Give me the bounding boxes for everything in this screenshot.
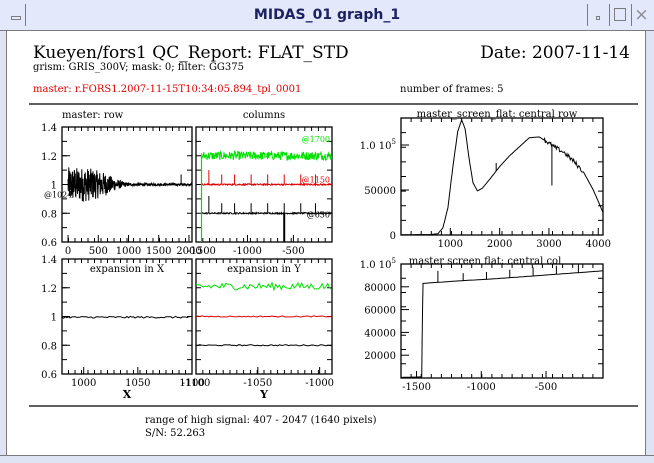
x-tick-label: 2000 <box>487 239 512 250</box>
chart-title: master screen flat: central col <box>409 256 562 267</box>
series-line-1700 <box>195 281 332 292</box>
chart-title: expansion in X <box>90 264 165 275</box>
window-title: MIDAS_01 graph_1 <box>253 7 401 23</box>
y-tick-label: 80000 <box>364 283 396 294</box>
series-label: @1150 <box>302 176 330 185</box>
series-line-centralcol <box>401 270 604 378</box>
y-tick-label: 1 <box>51 181 57 192</box>
close-button[interactable]: × <box>631 4 651 26</box>
y-tick-label: 1.2 <box>41 152 57 163</box>
series-line-row <box>61 315 193 319</box>
graph-canvas <box>6 31 646 455</box>
x-tick-label: 1050 <box>125 378 150 389</box>
chart-title: columns <box>243 110 285 121</box>
chart-title: master: row <box>62 110 124 121</box>
x-tick-label: 0 <box>65 246 71 257</box>
report-subtitle: grism: GRIS_300V; mask: 0; filter: GG375 <box>33 62 244 73</box>
chart-central-col: master screen flat: central col -1500 -100… <box>360 256 604 393</box>
x-tick-label: -1100 <box>182 378 211 389</box>
window-titlebar[interactable]: MIDAS_01 graph_1 × <box>0 0 654 31</box>
y-tick-label: 0.6 <box>41 370 57 381</box>
y-tick-label: 1 <box>51 313 57 324</box>
number-of-frames: number of frames: 5 <box>400 84 503 95</box>
maximize-icon <box>614 8 626 21</box>
close-icon: × <box>634 5 649 25</box>
chart-annotation: @1024 <box>44 191 72 200</box>
series-line-1700 <box>201 149 333 162</box>
y-tick-label: 0.8 <box>41 209 57 220</box>
chart-title: master_screen_flat: central row <box>417 109 578 120</box>
report-title: Kueyen/fors1 QC_Report: FLAT_STD <box>33 43 349 63</box>
chart-columns: columns -1500 -1000 -500 @1700 @1150 @650 <box>187 110 333 257</box>
x-tick-label: 3000 <box>536 239 561 250</box>
x-tick-label: 1000 <box>438 239 463 250</box>
series-line-row <box>67 167 193 202</box>
x-tick-label: 1000 <box>116 246 141 257</box>
x-tick-label: 4000 <box>586 239 611 250</box>
series-label: @650 <box>307 210 330 219</box>
master-file: master: r.FORS1.2007-11-15T10:34:05.894_… <box>33 84 301 95</box>
minimize-button[interactable] <box>587 4 607 26</box>
y-tick-label: 1.4 <box>41 123 57 134</box>
y-tick-label: 1.0 105 <box>360 138 396 152</box>
y-tick-exponent: 5 <box>392 257 396 265</box>
x-tick-label: -1500 <box>187 246 216 257</box>
x-axis-label: Y <box>259 388 268 401</box>
x-tick-label: -1000 <box>305 378 334 389</box>
plot-frame <box>400 117 604 236</box>
series-line-650 <box>195 344 332 347</box>
chart-expansion-y: expansion in Y Y -1100 -1050 -1000 <box>182 258 334 401</box>
series-line-1150 <box>195 315 332 318</box>
x-tick-label: 1500 <box>146 246 171 257</box>
x-tick-label: -500 <box>282 246 304 257</box>
x-tick-label: -1050 <box>243 378 272 389</box>
signal-to-noise: S/N: 52.263 <box>145 428 205 439</box>
chart-master-row: master: row 0 500 1000 1500 2000 0.6 0.8 1 1.2 1.4… <box>41 110 202 257</box>
menu-icon <box>11 16 21 20</box>
y-tick-label: 20000 <box>364 351 396 362</box>
report-date: Date: 2007-11-14 <box>480 43 630 63</box>
y-tick-label: 50000 <box>364 186 396 197</box>
series-line-centralrow <box>401 118 604 236</box>
plot-frame <box>400 263 604 379</box>
y-tick-label: 1.2 <box>41 284 57 295</box>
window-menu-button[interactable] <box>6 4 26 26</box>
chart-title: expansion in Y <box>227 264 301 275</box>
minimize-icon <box>596 16 600 20</box>
x-tick-label: 1000 <box>71 378 96 389</box>
chart-central-row: master_screen_flat: central row 1000 2000 3… <box>360 109 611 250</box>
x-tick-label: -500 <box>535 382 557 393</box>
y-tick-label: 1.0 105 <box>360 257 396 271</box>
y-tick-label: 0.6 <box>41 238 57 249</box>
y-tick-label: 60000 <box>364 306 396 317</box>
series-line-1150 <box>201 182 333 187</box>
x-tick-label: 2000 <box>176 246 201 257</box>
y-tick-exponent: 5 <box>392 138 396 146</box>
x-tick-label: -1500 <box>402 382 431 393</box>
y-tick-label: 0.8 <box>41 341 57 352</box>
y-tick-label: 1.4 <box>41 255 57 266</box>
x-tick-label: 1100 <box>179 378 204 389</box>
series-label: @1700 <box>302 135 330 144</box>
y-tick-label: 0 <box>390 231 396 242</box>
x-tick-label: -1000 <box>233 246 262 257</box>
chart-expansion-x: expansion in X X 1000 1050 1100 0.6 0.8 1 1.2 1.4 <box>41 255 205 401</box>
high-signal-range: range of high signal: 407 - 2047 (1640 p… <box>145 415 377 426</box>
series-line-650 <box>201 211 333 216</box>
x-tick-label: -1000 <box>467 382 496 393</box>
x-axis-label: X <box>123 388 132 401</box>
maximize-button[interactable] <box>609 4 629 26</box>
window-bottom-border <box>0 455 654 463</box>
y-tick-label: 40000 <box>364 328 396 339</box>
x-tick-label: 500 <box>89 246 108 257</box>
